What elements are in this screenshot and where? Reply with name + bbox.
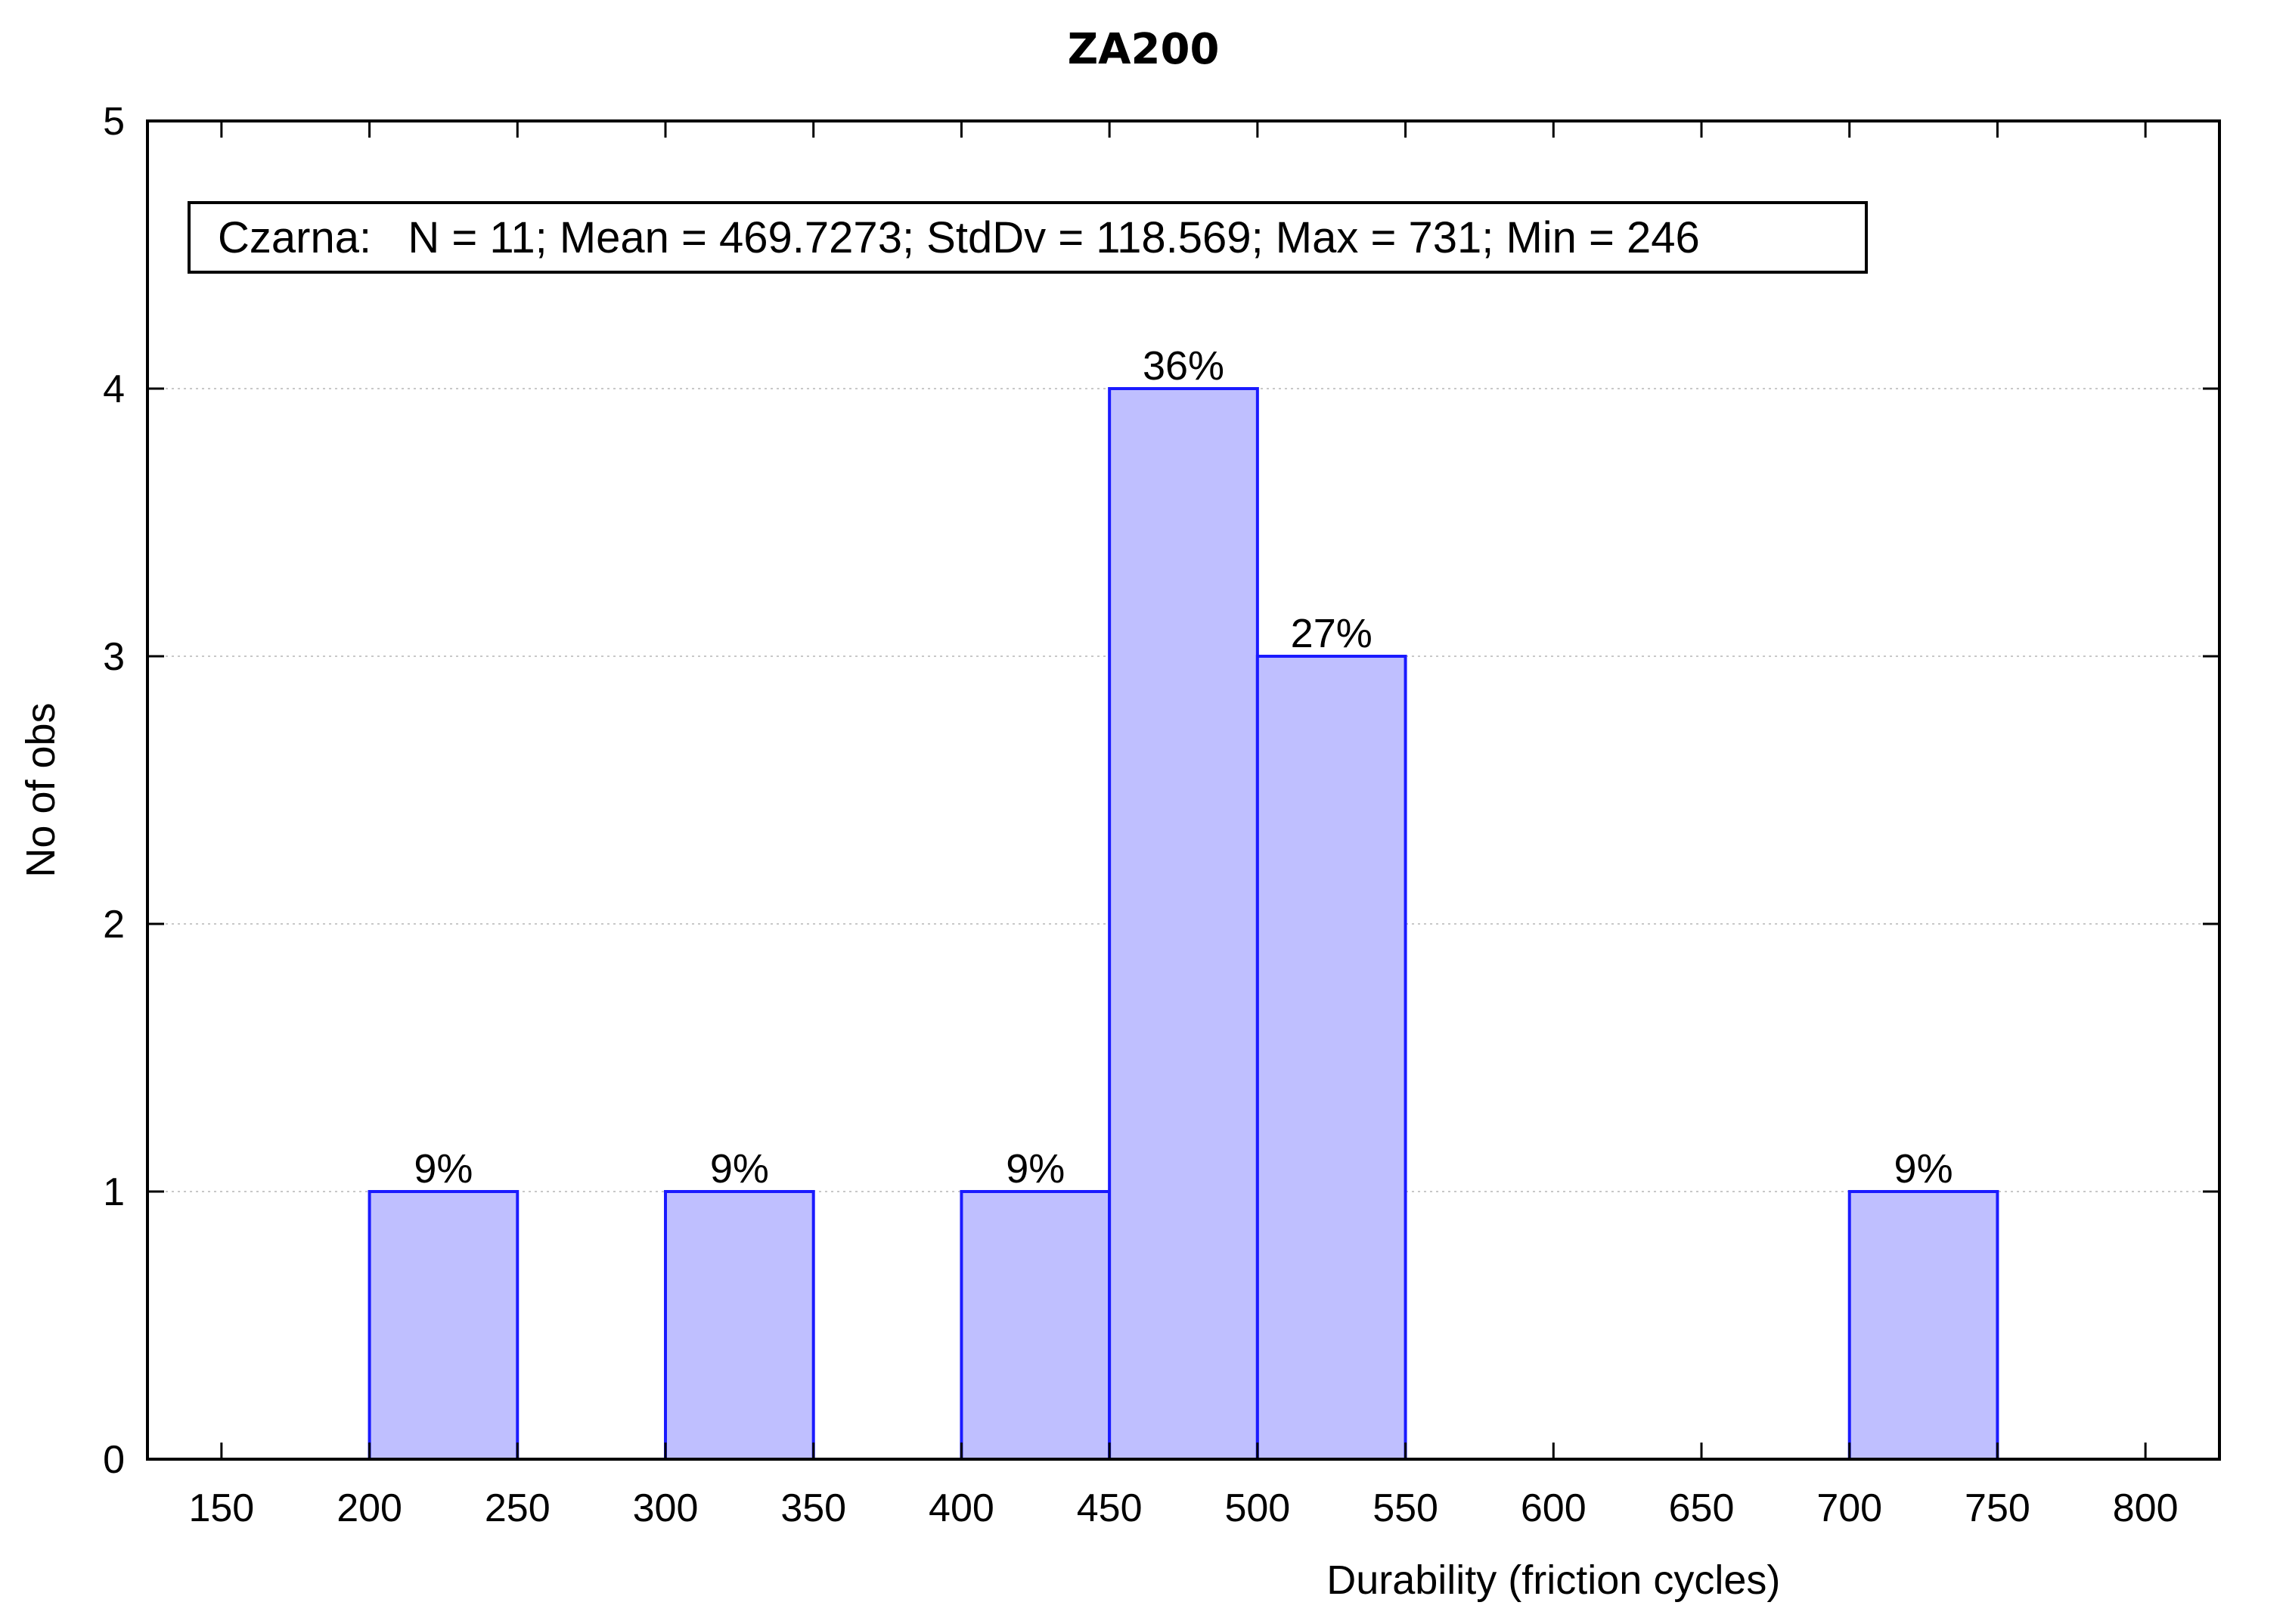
x-tick-label: 600 [1521,1486,1587,1530]
bar-percent-label: 36% [1143,343,1224,389]
stats-box: Czarna: N = 11; Mean = 469.7273; StdDv =… [188,201,1868,274]
bar-percent-label: 9% [1894,1146,1953,1192]
bar-percent-label: 9% [414,1146,473,1192]
histogram-bar [960,1190,1112,1461]
x-axis-tick-labels: 150 200 250 300 350 400 450 500 550 600 650 700 750 8… [188,1486,2178,1530]
y-tick-label: 4 [103,367,125,411]
chart-title: ZA200 [1068,25,1220,74]
y-axis-tick-labels: 0 1 2 3 4 5 [103,100,125,1482]
histogram-bar [1847,1190,1999,1461]
bar-percent-label: 27% [1291,611,1373,656]
x-axis-label: Durability (friction cycles) [1326,1557,1780,1603]
y-tick-label: 2 [103,903,125,947]
y-tick-label: 3 [103,635,125,679]
bar-percent-label: 9% [1006,1146,1065,1192]
x-tick-label: 750 [1965,1486,2030,1530]
x-tick-label: 500 [1224,1486,1290,1530]
x-tick-label: 700 [1816,1486,1882,1530]
x-tick-label: 450 [1077,1486,1143,1530]
plot-frame [146,119,2221,1461]
y-axis-label: No of obs [18,702,64,877]
x-tick-label: 350 [780,1486,846,1530]
x-tick-label: 800 [2113,1486,2179,1530]
histogram-bar [1108,387,1259,1461]
x-tick-label: 250 [485,1486,551,1530]
y-tick-label: 0 [103,1438,125,1482]
y-tick-label: 5 [103,100,125,144]
bar-percent-label: 9% [710,1146,769,1192]
x-tick-label: 150 [188,1486,254,1530]
histogram-bar [368,1190,520,1461]
histogram-bar [1255,655,1407,1461]
x-tick-label: 550 [1373,1486,1438,1530]
histogram-bar [664,1190,815,1461]
x-tick-label: 300 [633,1486,699,1530]
axis-ticks [147,119,2219,1461]
x-tick-label: 650 [1669,1486,1735,1530]
stats-box-text: Czarna: N = 11; Mean = 469.7273; StdDv =… [218,213,1700,262]
bar-labels: 9% 9% 9% 36% 27% 9% [414,343,1953,1192]
y-tick-label: 1 [103,1170,125,1214]
x-tick-label: 200 [337,1486,402,1530]
x-tick-label: 400 [929,1486,994,1530]
stats-box-border [188,201,1868,274]
